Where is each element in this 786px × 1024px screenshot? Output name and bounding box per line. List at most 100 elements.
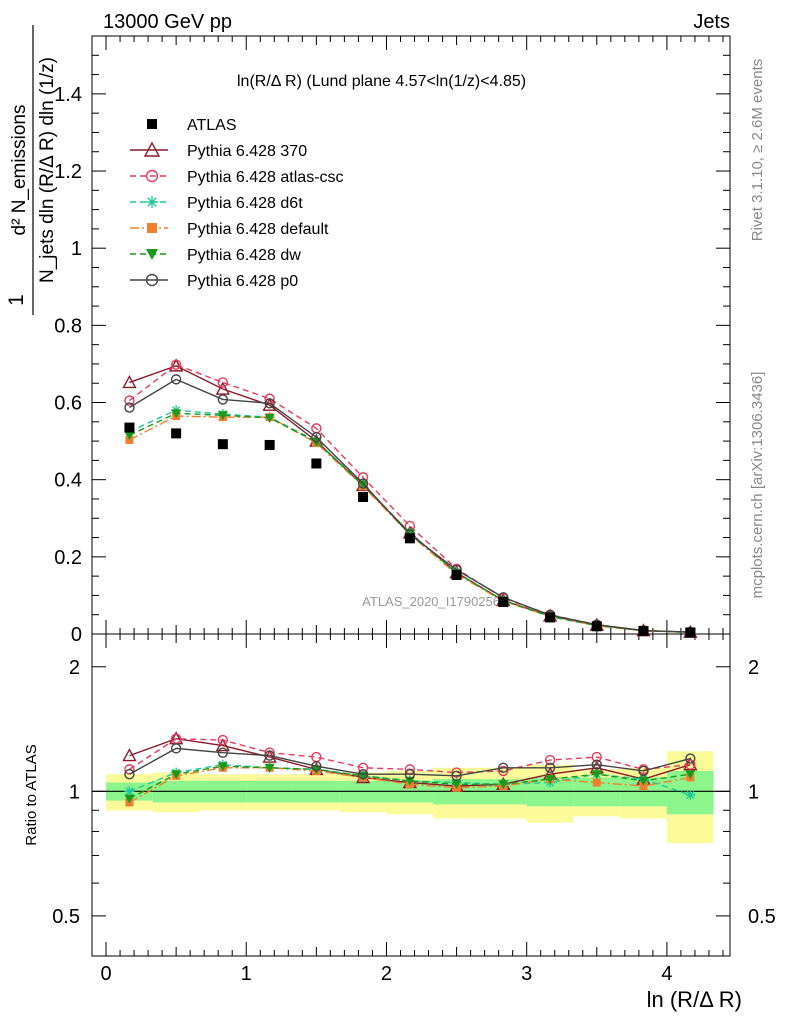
ratio-point-p0 [264,750,275,761]
atlas-data-point [451,569,462,580]
ylabel-denominator: N_jets dln (R/Δ R) dln (1/z) [37,57,58,283]
ratio-point-atlas_csc [685,759,696,770]
series-line-atlas_csc [129,363,691,633]
ratio-point-p370 [122,748,137,762]
series-point-p0 [170,374,182,385]
legend-label-atlas_csc: Pythia 6.428 atlas-csc [187,169,344,186]
legend-marker-p0 [145,273,159,287]
ratio-point-dw [171,770,182,780]
ratio-point-p0 [451,770,462,782]
ratio-y-tick-label-left: 1 [69,781,80,803]
legend-label-d6t: Pythia 6.428 d6t [187,195,303,212]
legend-label-p0: Pythia 6.428 p0 [187,273,298,290]
ratio-point-dw [311,765,322,775]
y-tick-label: 0.2 [54,547,82,569]
main-ylabel: 1 d² N_emissions N_jets dln (R/Δ R) dln … [5,25,58,315]
atlas-data-point [171,428,182,439]
y-tick-label: 0.8 [54,315,82,337]
x-tick-label: 0 [100,963,111,985]
ratio-point-p0 [498,762,509,773]
x-tick-label: 2 [381,963,392,985]
atlas-data-point [358,492,369,503]
ratio-point-atlas_csc [544,754,556,766]
ratio-frame [91,633,731,957]
ratio-point-p0 [357,769,369,780]
ratio-point-dw [638,776,649,786]
legend-marker-default [147,223,157,233]
main-marks [122,358,698,638]
legend: ATLAS Pythia 6.428 370 Pythia 6.428 atlas-… [130,117,344,290]
main-title: ln(R/Δ R) (Lund plane 4.57<ln(1/z)<4.85) [237,73,526,90]
atlas-data-point [545,612,556,623]
ratio-point-atlas_csc [451,767,462,778]
series-point-atlas_csc [217,377,229,388]
ratio-point-dw [124,794,135,804]
ratio-y-tick-label-right: 0.5 [748,906,776,928]
series-point-atlas_csc [170,359,182,370]
header-right: Jets [693,11,730,33]
series-point-dw [171,409,182,419]
series-point-p370 [215,381,231,395]
ratio-point-dw [264,763,275,773]
star-stroke [125,787,134,796]
ratio-point-p0 [685,753,696,764]
ratio-point-dw [217,762,228,772]
ratio-y-tick-label-right: 1 [748,781,759,803]
legend-marker-p370 [143,141,161,157]
ratio-line-p0 [129,747,691,777]
ratio-point-default [639,782,648,791]
ratio-point-d6t [124,786,135,797]
ratio-point-p0 [124,769,135,780]
atlas-data-point [638,625,649,636]
series-point-dw [124,431,135,441]
series-point-dw [217,411,228,421]
ratio-point-p0 [591,759,602,770]
ratio-point-dw [404,776,415,786]
header-left: 13000 GeV pp [103,11,232,33]
ratio-point-p0 [217,747,229,758]
atlas-data-point [404,533,415,544]
rivet-label: Rivet 3.1.10, ≥ 2.6M events [749,59,766,242]
ratio-point-dw [498,780,509,790]
series-point-p0 [124,402,135,413]
series-point-p370 [122,374,137,389]
legend-marker-d6t [146,196,158,208]
ratio-point-default [592,778,601,787]
ratio-point-atlas_csc [217,734,229,746]
ratio-point-dw [545,775,556,785]
ratio-point-atlas_csc [498,765,509,777]
x-tick-label: 1 [241,963,252,985]
ylabel-prefix: 1 [5,294,28,306]
series-point-p0 [357,478,369,489]
series-point-p0 [264,398,275,409]
watermark: ATLAS_2020_I1790256 [362,594,500,609]
series-point-atlas_csc [124,395,135,406]
ratio-y-tick-label-left: 2 [69,657,80,679]
ratio-y-tick-label-right: 2 [748,657,759,679]
atlas-data-point [124,422,135,433]
legend-marker-atlas_csc [145,169,159,183]
ratio-marks [122,731,698,807]
atlas-data-point [685,627,696,638]
atlas-data-point [311,458,322,469]
legend-label-atlas: ATLAS [187,117,237,134]
legend-marker-dw [146,249,158,260]
y-tick-label: 1 [71,238,82,260]
ratio-point-p370 [215,738,231,752]
y-tick-label: 0.4 [54,470,82,492]
ratio-point-p0 [638,765,649,777]
mcplots-label: mcplots.cern.ch [arXiv:1306.3436] [749,372,766,599]
legend-label-dw: Pythia 6.428 dw [187,247,301,264]
ratio-point-atlas_csc [264,747,275,758]
star-stroke [686,790,695,799]
series-point-dw [358,480,369,490]
series-line-p370 [129,365,691,633]
x-tick-label: 4 [661,963,672,985]
y-tick-label: 1.2 [54,161,82,183]
atlas-data-point [264,439,275,450]
ylabel-numerator: d² N_emissions [9,105,30,236]
ratio-point-p0 [404,769,416,780]
legend-label-default: Pythia 6.428 default [187,221,329,238]
atlas-data-point [498,596,509,607]
